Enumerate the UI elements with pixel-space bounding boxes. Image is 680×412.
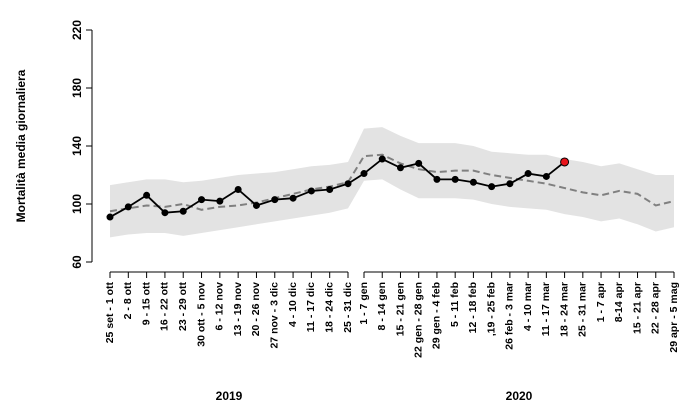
- x-tick-label: 27 nov - 3 dic: [269, 282, 281, 349]
- data-point: [451, 175, 459, 183]
- data-point: [396, 164, 404, 172]
- x-tick-label: 11 - 17 dic: [305, 282, 317, 332]
- data-point: [415, 159, 423, 167]
- x-tick-label: 22 gen - 28 gen: [412, 282, 424, 358]
- data-point: [433, 175, 441, 183]
- data-point: [506, 180, 514, 188]
- data-point: [124, 203, 132, 211]
- data-point: [289, 194, 297, 202]
- data-point: [469, 178, 477, 186]
- x-tick-label: 13 - 19 nov: [232, 282, 244, 336]
- data-point: [560, 157, 570, 167]
- x-tick-label: 18 - 24 mar: [558, 282, 570, 337]
- x-tick-label: 25 - 31 mar: [577, 282, 589, 337]
- x-tick-label: 2 - 8 ott: [122, 282, 134, 320]
- x-tick-label: 12 - 18 feb: [467, 282, 479, 333]
- data-point: [378, 155, 386, 163]
- x-tick-label: 1 - 7 gen: [358, 282, 370, 325]
- x-tick-label: 29 gen - 4 feb: [431, 282, 443, 349]
- x-tick-label: 23 - 29 ott: [177, 281, 189, 331]
- x-tick-label: 20 - 26 nov: [250, 282, 262, 336]
- data-point: [216, 197, 224, 205]
- x-tick-label: 30 ott - 5 nov: [195, 282, 207, 347]
- x-tick-label: 25 set - 1 ott: [104, 282, 116, 344]
- confidence-band: [110, 127, 674, 238]
- y-tick-label: 220: [70, 20, 84, 40]
- data-point: [143, 191, 151, 199]
- data-point: [106, 213, 114, 221]
- x-tick-label: 11 - 17 mar: [540, 282, 552, 336]
- x-tick-label: 25 - 31 dic: [342, 282, 354, 333]
- data-point: [344, 180, 352, 188]
- data-point: [198, 196, 206, 204]
- series-line: [109, 153, 675, 213]
- x-tick-label: 1 - 7 apr: [595, 282, 607, 322]
- x-tick-label: 6 - 12 nov: [214, 282, 226, 331]
- x-tick-label: 4 - 10 mar: [522, 282, 534, 331]
- data-point: [524, 170, 532, 178]
- data-point: [234, 186, 242, 193]
- group-label: 2019: [216, 389, 243, 403]
- x-tick-label: 15 - 21 apr: [631, 282, 643, 334]
- data-point: [271, 196, 279, 204]
- x-tick-label: 8-14 apr: [613, 282, 625, 322]
- data-point: [179, 207, 187, 215]
- y-tick-label: 180: [70, 78, 84, 98]
- x-tick-label: 5 - 11 feb: [449, 282, 461, 327]
- x-tick-label: 22 - 28 apr: [650, 282, 662, 334]
- x-tick-label: 4 - 10 dic: [287, 282, 299, 327]
- data-point: [488, 183, 496, 191]
- x-tick-label: 15 - 21 gen: [394, 282, 406, 336]
- x-tick-label: 9 - 15 ott: [140, 282, 152, 326]
- y-axis-title: Mortalità media giornaliera: [14, 69, 28, 222]
- data-point: [161, 209, 169, 217]
- data-point: [307, 187, 315, 195]
- x-tick-label: 16 - 22 ott: [159, 281, 171, 331]
- x-tick-label: 18 - 24 dic: [323, 282, 335, 333]
- y-tick-label: 100: [70, 194, 84, 214]
- x-tick-label: ,19 - 25 feb: [485, 282, 497, 336]
- y-tick-label: 60: [70, 255, 84, 269]
- x-tick-label: 29 apr - 5 mag: [668, 282, 680, 353]
- x-tick-label: 8 - 14 gen: [376, 282, 388, 330]
- data-point: [252, 201, 260, 209]
- data-point: [360, 170, 368, 178]
- group-label: 2020: [506, 389, 533, 403]
- data-point: [326, 186, 334, 193]
- data-point: [542, 172, 550, 180]
- x-tick-label: 26 feb - 3 mar: [504, 282, 516, 350]
- y-tick-label: 140: [70, 136, 84, 156]
